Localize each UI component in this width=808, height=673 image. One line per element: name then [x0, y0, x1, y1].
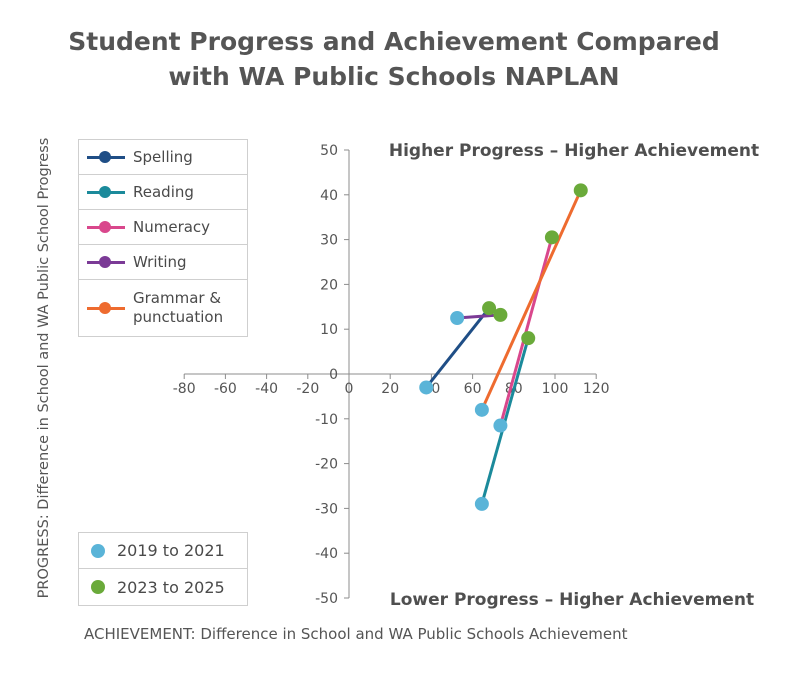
- legend-item-writing: Writing: [79, 245, 247, 280]
- legend-item-period: 2019 to 2021: [79, 533, 247, 569]
- legend-swatch: [87, 186, 125, 198]
- legend-label: Writing: [133, 252, 187, 271]
- y-tick-label: -10: [315, 412, 338, 428]
- x-tick-label: 20: [381, 381, 399, 397]
- legend-item-grammar-punctuation: Grammar & punctuation: [79, 280, 247, 336]
- legend-label: Numeracy: [133, 217, 211, 236]
- series-line-spelling: [425, 307, 491, 389]
- y-tick-label: 50: [320, 143, 338, 159]
- y-tick-label: 10: [320, 322, 338, 338]
- x-tick-label: 0: [345, 381, 354, 397]
- point-2023-2025-grammar-punctuation: [573, 183, 588, 198]
- legend-item-spelling: Spelling: [79, 140, 247, 175]
- point-2023-2025-reading: [521, 331, 536, 346]
- x-tick-label: 60: [464, 381, 482, 397]
- series-line-writing: [457, 313, 501, 320]
- y-tick-label: 30: [320, 233, 338, 249]
- legend-item-reading: Reading: [79, 175, 247, 210]
- point-2019-2021-writing: [450, 311, 465, 325]
- chart-title-line2: with WA Public Schools NAPLAN: [168, 62, 620, 91]
- legend-item-period: 2023 to 2025: [79, 569, 247, 605]
- legend-dot: [91, 580, 105, 594]
- series-line-grammar-punctuation: [480, 189, 583, 411]
- series-line-numeracy: [498, 236, 554, 426]
- y-tick-label: -50: [315, 591, 338, 607]
- point-2023-2025-numeracy: [544, 230, 559, 245]
- point-2019-2021-numeracy: [493, 418, 508, 433]
- legend-label: 2019 to 2021: [117, 541, 225, 560]
- legend-label: Reading: [133, 182, 194, 201]
- legend-swatch: [87, 221, 125, 233]
- y-tick-label: -40: [315, 546, 338, 562]
- period-legend: 2019 to 2021 2023 to 2025: [78, 532, 248, 606]
- y-tick-label: 0: [329, 367, 338, 383]
- chart-title: Student Progress and Achievement Compare…: [0, 24, 788, 94]
- legend-label: Spelling: [133, 147, 193, 166]
- x-tick-label: -20: [296, 381, 319, 397]
- y-tick-label: -20: [315, 457, 338, 473]
- x-tick-label: 120: [583, 381, 610, 397]
- point-2023-2025-writing: [493, 307, 508, 322]
- quadrant-label-bottom: Lower Progress – Higher Achievement: [390, 590, 754, 610]
- x-tick-label: 100: [542, 381, 569, 397]
- y-tick-label: 40: [320, 188, 338, 204]
- point-2023-2025-spelling: [482, 301, 497, 316]
- point-2019-2021-reading: [474, 496, 489, 511]
- point-2019-2021-grammar-punctuation: [474, 402, 489, 417]
- legend-item-numeracy: Numeracy: [79, 210, 247, 245]
- legend-swatch: [87, 256, 125, 268]
- legend-label: 2023 to 2025: [117, 577, 225, 597]
- x-tick-label: -80: [173, 381, 196, 397]
- y-tick-label: -30: [315, 501, 338, 517]
- chart-title-line1: Student Progress and Achievement Compare…: [68, 27, 720, 56]
- y-tick-label: 20: [320, 277, 338, 293]
- point-2019-2021-spelling: [419, 380, 434, 395]
- x-axis-label: ACHIEVEMENT: Difference in School and WA…: [84, 625, 628, 643]
- legend-swatch: [87, 151, 125, 163]
- series-legend: Spelling Reading Numeracy Writing Grammar & p…: [78, 139, 248, 337]
- x-tick-label: -40: [255, 381, 278, 397]
- legend-dot: [91, 543, 105, 558]
- quadrant-label-top: Higher Progress – Higher Achievement: [389, 141, 759, 161]
- legend-swatch: [87, 302, 125, 314]
- x-tick-label: -60: [214, 381, 237, 397]
- legend-label: Grammar & punctuation: [133, 289, 224, 326]
